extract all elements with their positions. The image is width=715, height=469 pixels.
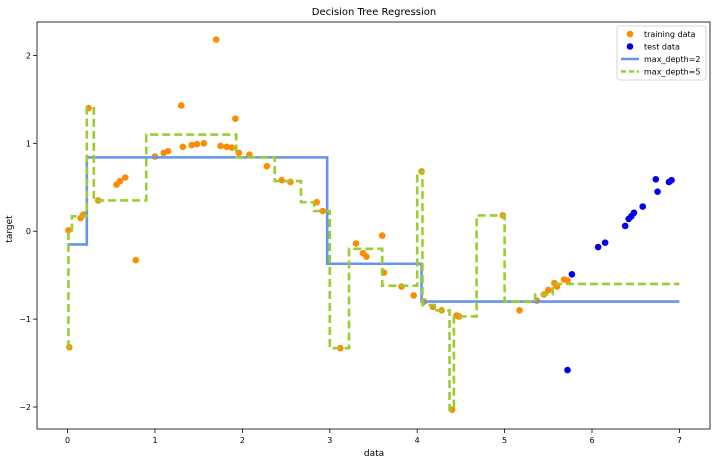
y-tick-label: 2 — [26, 51, 31, 60]
max-depth-2-line — [67, 156, 680, 303]
training-data-point — [132, 256, 140, 264]
training-data-point — [177, 102, 185, 109]
series-training-data — [65, 36, 571, 413]
chart-title: Decision Tree Regression — [312, 7, 436, 18]
plot-frame — [36, 21, 711, 430]
training-data-point — [164, 147, 172, 155]
legend-label: max_depth=2 — [644, 55, 701, 64]
training-data-point — [378, 232, 386, 239]
training-data-point — [363, 253, 370, 261]
training-data-point — [228, 144, 236, 152]
training-data-point — [516, 307, 523, 314]
x-tick-label: 7 — [677, 436, 682, 445]
x-axis-label: data — [364, 449, 384, 459]
x-tick-label: 3 — [327, 436, 332, 445]
max-depth-5-line — [67, 106, 680, 411]
x-tick-label: 6 — [589, 436, 594, 445]
training-data-point — [217, 142, 224, 150]
training-data-point — [352, 240, 360, 247]
test-data-point — [601, 239, 609, 246]
training-data-point — [200, 140, 208, 147]
y-axis-label: target — [5, 215, 15, 243]
legend-training-marker — [626, 30, 634, 38]
x-tick-label: 5 — [502, 436, 507, 445]
training-data-point — [188, 141, 196, 149]
training-data-point — [545, 286, 552, 294]
training-data-point — [121, 174, 129, 181]
plot-series-group — [65, 36, 680, 413]
test-data-point — [668, 176, 675, 184]
legend-test-marker — [626, 43, 634, 50]
training-data-point — [263, 162, 271, 170]
test-data-point — [621, 222, 629, 230]
training-data-point — [410, 292, 418, 299]
legend-label: training data — [644, 30, 696, 39]
training-data-point — [278, 176, 286, 184]
training-data-point — [564, 277, 571, 284]
test-data-point — [594, 243, 602, 251]
training-data-point — [232, 115, 239, 122]
training-data-point — [179, 143, 187, 151]
training-data-point — [193, 140, 201, 148]
test-data-point — [652, 176, 660, 183]
y-tick-label: 1 — [26, 139, 31, 148]
y-tick-label: −1 — [19, 315, 31, 324]
series-test-data — [564, 176, 675, 374]
x-tick-label: 0 — [65, 436, 70, 445]
y-tick-label: 0 — [26, 227, 31, 236]
training-data-point — [319, 207, 327, 215]
test-data-point — [654, 188, 661, 195]
training-data-point — [223, 143, 230, 151]
legend-box — [616, 25, 707, 81]
x-tick-label: 1 — [152, 436, 157, 445]
plot-area: 0 1 2 3 4 5 6 7 −2 −1 0 1 2 training data test data max… — [19, 21, 711, 445]
legend-label: test data — [644, 43, 680, 52]
y-tick-label: −2 — [19, 403, 31, 412]
test-data-point — [564, 366, 571, 374]
training-data-point — [65, 227, 72, 234]
training-data-point — [212, 36, 220, 43]
training-data-point — [116, 177, 124, 185]
test-data-point — [639, 203, 646, 210]
legend-label: max_depth=5 — [644, 68, 701, 77]
x-tick-label: 2 — [240, 436, 245, 445]
test-data-point — [630, 209, 638, 217]
test-data-point — [568, 270, 576, 278]
legend: training data test data max_depth=2 max_dep… — [616, 25, 707, 81]
x-tick-label: 4 — [415, 436, 420, 445]
